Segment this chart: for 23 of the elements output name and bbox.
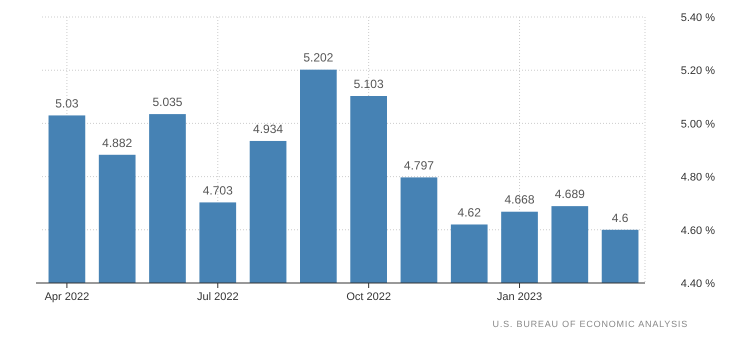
x-tick-label: Jan 2023 xyxy=(496,291,542,303)
data-label: 4.62 xyxy=(458,205,482,220)
data-label: 4.668 xyxy=(504,192,535,207)
data-label: 4.703 xyxy=(202,183,234,198)
x-tick-label: Apr 2022 xyxy=(44,291,90,303)
data-label: 4.934 xyxy=(253,122,284,136)
x-tick-label: Oct 2022 xyxy=(346,291,391,303)
data-label: 4.6 xyxy=(612,210,629,225)
data-label: 5.202 xyxy=(303,50,334,65)
x-tick-label: Jul 2022 xyxy=(196,291,239,303)
data-label: 4.882 xyxy=(102,136,133,150)
data-label: 4.689 xyxy=(554,187,586,202)
y-tick-label: 4.80 % xyxy=(680,172,716,184)
y-tick-label: 5.40 % xyxy=(680,12,716,24)
y-tick-label: 5.20 % xyxy=(680,65,716,78)
data-label: 5.03 xyxy=(55,96,79,110)
data-label: 4.797 xyxy=(404,158,434,172)
data-label: 5.035 xyxy=(152,95,183,110)
data-label: 5.103 xyxy=(354,77,384,91)
y-tick-label: 5.00 % xyxy=(680,118,716,130)
y-tick-label: 4.40 % xyxy=(680,278,716,290)
text: U.S. BUREAU OF ECONOMIC ANALYSIS xyxy=(492,319,688,329)
y-tick-label: 4.60 % xyxy=(680,224,716,237)
